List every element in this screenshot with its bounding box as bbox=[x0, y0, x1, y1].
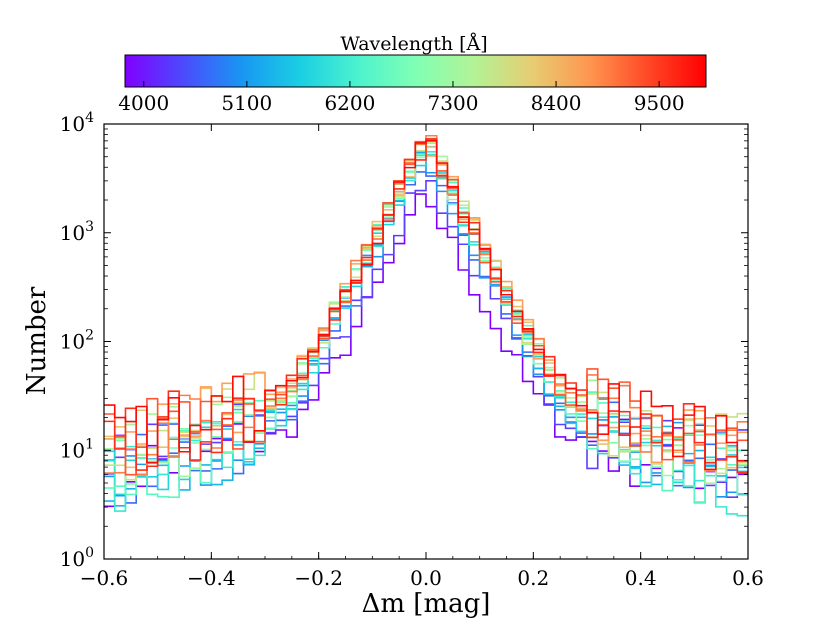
colorbar-tick-label: 8400 bbox=[531, 91, 582, 115]
histogram-9200 bbox=[104, 138, 748, 474]
y-tick-label: 104 bbox=[60, 110, 94, 136]
colorbar-title: Wavelength [Å] bbox=[340, 33, 487, 55]
x-tick-label: 0.4 bbox=[625, 566, 657, 590]
colorbar-tick-label: 9500 bbox=[634, 91, 685, 115]
histogram-series bbox=[104, 134, 748, 517]
colorbar-tick-label: 7300 bbox=[428, 91, 479, 115]
histogram-9600 bbox=[104, 140, 748, 471]
y-tick-label: 101 bbox=[60, 436, 94, 462]
x-axis-label: Δm [mag] bbox=[362, 589, 491, 619]
x-tick-label: −0.4 bbox=[187, 566, 236, 590]
colorbar-ticks: 4000 5100 6200 7300 8400 9500 bbox=[118, 81, 685, 115]
y-tick-label: 103 bbox=[60, 219, 94, 245]
colorbar-tick-label: 4000 bbox=[118, 91, 169, 115]
y-tick-label: 100 bbox=[60, 545, 94, 571]
colorbar: Wavelength [Å] 4000 5100 6200 7300 8400 9500 bbox=[118, 33, 707, 115]
x-tick-label: −0.2 bbox=[294, 566, 343, 590]
x-axis-ticks: −0.6 −0.4 −0.2 0.0 0.2 0.4 0.6 bbox=[80, 124, 764, 590]
colorbar-tick-label: 6200 bbox=[324, 91, 375, 115]
plot-area: −0.6 −0.4 −0.2 0.0 0.2 0.4 0.6 100 101 102 103 104 bbox=[60, 110, 764, 590]
x-tick-label: 0.6 bbox=[732, 566, 764, 590]
y-tick-label: 102 bbox=[60, 328, 94, 354]
y-axis-label: Number bbox=[22, 286, 52, 395]
x-tick-label: 0.2 bbox=[517, 566, 549, 590]
colorbar-tick-label: 5100 bbox=[221, 91, 272, 115]
x-tick-label: 0.0 bbox=[410, 566, 442, 590]
x-tick-label: −0.6 bbox=[80, 566, 129, 590]
colorbar-gradient bbox=[124, 54, 707, 88]
y-axis-ticks: 100 101 102 103 104 bbox=[60, 110, 748, 571]
